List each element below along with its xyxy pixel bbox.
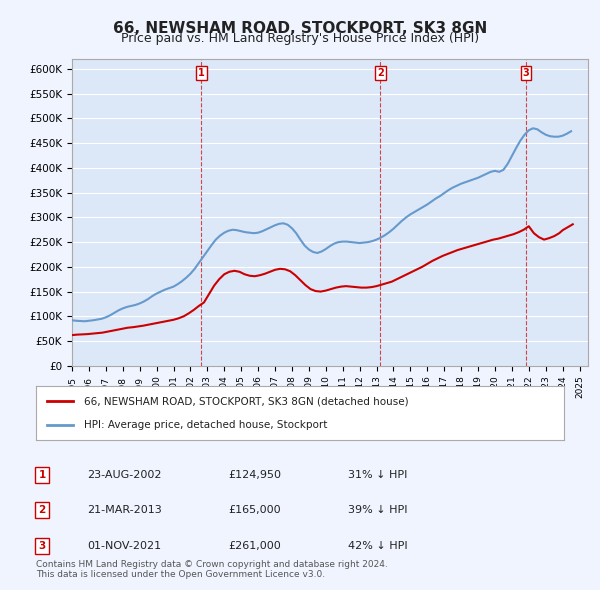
Text: 2: 2 xyxy=(38,506,46,515)
Text: 42% ↓ HPI: 42% ↓ HPI xyxy=(348,541,407,550)
Text: £124,950: £124,950 xyxy=(228,470,281,480)
Text: £165,000: £165,000 xyxy=(228,506,281,515)
Text: 31% ↓ HPI: 31% ↓ HPI xyxy=(348,470,407,480)
Text: 1: 1 xyxy=(38,470,46,480)
Text: 3: 3 xyxy=(38,541,46,550)
Text: 66, NEWSHAM ROAD, STOCKPORT, SK3 8GN (detached house): 66, NEWSHAM ROAD, STOCKPORT, SK3 8GN (de… xyxy=(83,396,408,407)
Text: 3: 3 xyxy=(523,68,529,78)
Text: 39% ↓ HPI: 39% ↓ HPI xyxy=(348,506,407,515)
Text: Contains HM Land Registry data © Crown copyright and database right 2024.
This d: Contains HM Land Registry data © Crown c… xyxy=(36,560,388,579)
Text: HPI: Average price, detached house, Stockport: HPI: Average price, detached house, Stoc… xyxy=(83,419,327,430)
Text: £261,000: £261,000 xyxy=(228,541,281,550)
Text: 23-AUG-2002: 23-AUG-2002 xyxy=(87,470,161,480)
Text: 1: 1 xyxy=(198,68,205,78)
Text: 66, NEWSHAM ROAD, STOCKPORT, SK3 8GN: 66, NEWSHAM ROAD, STOCKPORT, SK3 8GN xyxy=(113,21,487,35)
Text: 21-MAR-2013: 21-MAR-2013 xyxy=(87,506,162,515)
Text: 2: 2 xyxy=(377,68,383,78)
Text: 01-NOV-2021: 01-NOV-2021 xyxy=(87,541,161,550)
Text: Price paid vs. HM Land Registry's House Price Index (HPI): Price paid vs. HM Land Registry's House … xyxy=(121,32,479,45)
